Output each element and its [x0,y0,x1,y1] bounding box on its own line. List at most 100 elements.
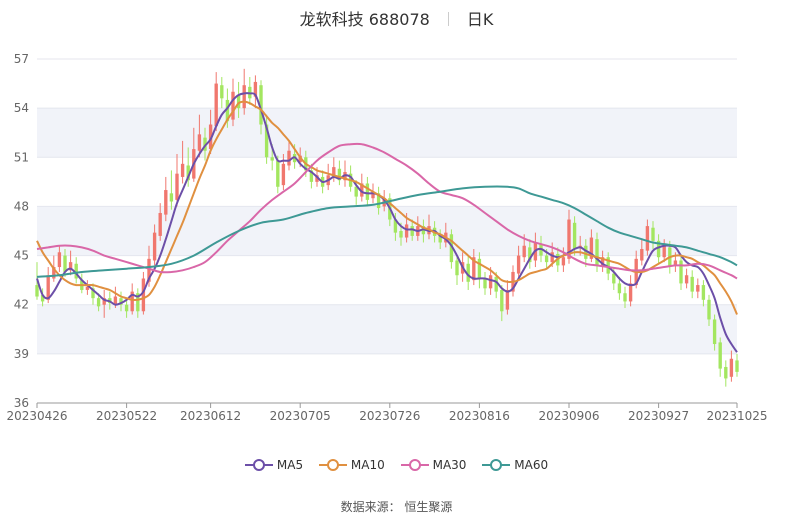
candle-body [595,239,599,266]
candle-body [130,291,134,312]
candle-body [231,91,235,120]
ma10-legend-icon [318,459,347,471]
y-tick-label: 42 [14,298,29,312]
candle-body [606,257,610,274]
background-band [37,304,737,354]
candle-body [567,219,571,259]
title-divider [447,12,449,26]
background-band [37,206,737,256]
candle-body [477,258,482,279]
x-tick-label: 20231025 [706,409,767,423]
candle-body [645,226,650,251]
y-tick-label: 45 [14,249,29,263]
y-tick-label: 57 [14,52,29,66]
candle-body [449,234,454,263]
y-tick-label: 39 [14,347,29,361]
candle-body [404,224,409,238]
candle-body [74,263,78,279]
candle-body [393,219,398,233]
legend-ma5-label: MA5 [276,458,304,472]
x-tick-label: 20230612 [180,409,241,423]
ma60-line [36,185,738,278]
candle-body [180,163,185,177]
candle-body [483,278,487,289]
candle-body [690,276,694,292]
candle-body [640,249,644,261]
candle-body [236,95,241,109]
candle-body [600,257,605,266]
candle-body [35,285,39,297]
candle-body [376,193,381,209]
candle-body [724,366,728,379]
legend-ma30-label: MA30 [432,458,467,472]
candle-body [662,245,666,258]
candle-body [561,257,566,266]
data-source: 数据来源： 恒生聚源 [340,500,453,514]
candle-body [169,193,174,202]
candle-body [276,160,280,187]
x-tick-label: 20230816 [449,409,510,423]
candle-body [281,163,286,186]
candle-body [696,285,700,292]
candle-body [617,283,622,294]
x-axis: 20230426 20230522 20230612 20230705 20230726… [6,402,768,423]
background-band [37,108,737,158]
y-tick-label: 54 [14,101,29,115]
candle-body [656,240,661,258]
candle-body [52,267,56,279]
candle-body [197,134,202,151]
candle-body [550,252,554,263]
x-tick-label: 20230927 [628,409,689,423]
candle-body [220,85,224,99]
period-label[interactable]: 日K [466,10,494,29]
candle-body [505,289,510,310]
y-tick-label: 48 [14,199,29,213]
kline-chart[interactable]: 36 39 42 45 48 51 54 57 20230426 20230522 2023061… [0,0,793,445]
candle-body [63,255,67,272]
candle-body [315,175,319,182]
candle-body [214,83,218,127]
candle-body [365,183,370,200]
x-tick-label: 20230426 [6,409,67,423]
candle-body [124,304,129,312]
candle-body [57,252,62,268]
candle-body [472,257,476,281]
candle-body [516,255,521,274]
background-bands [37,108,737,354]
candle-body [718,342,722,369]
candle-body [40,294,45,302]
candle-body [589,237,594,259]
moving-average-lines [36,92,738,353]
candle-body [337,168,342,181]
candle-body [113,296,118,305]
candle-body [494,276,498,292]
stock-name: 龙软科技 688078 [299,10,430,29]
candle-body [707,299,711,320]
candle-body [500,289,504,312]
candle-body [455,260,459,276]
legend-ma5[interactable]: MA5 [244,458,304,472]
candle-body [528,247,532,263]
candle-body [287,150,291,166]
candle-body [141,278,146,312]
candle-body [259,85,263,125]
candle-body [147,258,151,282]
legend-ma10[interactable]: MA10 [318,458,385,472]
candle-body [158,212,162,236]
candle-body [466,263,470,282]
candle-body [309,170,314,182]
candle-body [584,245,588,259]
candle-body [136,293,140,312]
ma60-legend-icon [482,459,511,471]
candle-body [102,298,106,305]
chart-title: 龙软科技 688078 日K [0,6,793,30]
candle-body [612,273,616,284]
candle-body [91,288,95,299]
candle-body [522,245,526,258]
candle-body [628,283,633,302]
candle-body [203,137,207,151]
legend-ma30[interactable]: MA30 [400,458,467,472]
candle-body [410,226,414,236]
candle-body [264,124,269,158]
legend-ma60[interactable]: MA60 [482,458,548,472]
